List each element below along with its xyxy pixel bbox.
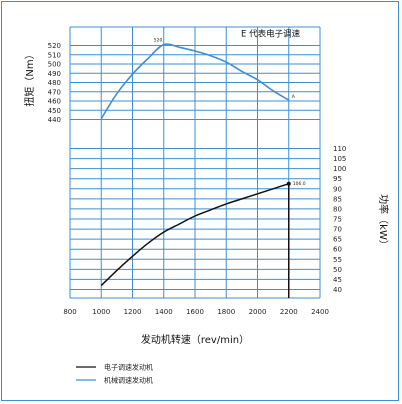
- power-tick-label: 70: [333, 226, 342, 234]
- power-tick-label: 85: [333, 195, 342, 203]
- power-end-label: 106.0: [293, 181, 306, 187]
- torque-tick-label: 500: [48, 61, 61, 69]
- torque-peak-label: 520: [154, 38, 163, 44]
- legend-label-electronic: 电子调速发动机: [104, 363, 153, 372]
- torque-tick-label: 470: [48, 88, 61, 96]
- power-axis-title: 功率（kW）: [377, 194, 390, 250]
- torque-curve-line: [100, 43, 290, 120]
- x-tick-label: 2400: [311, 308, 329, 316]
- torque-tick-label: 450: [48, 107, 61, 115]
- power-tick-label: 55: [333, 256, 342, 264]
- x-tick-label: 2000: [249, 308, 267, 316]
- power-curve-line: [100, 183, 290, 287]
- power-tick-label: 105: [333, 155, 346, 163]
- x-tick-label: 1400: [155, 308, 173, 316]
- power-tick-label: 100: [333, 165, 346, 173]
- power-tick-label: 110: [333, 145, 346, 153]
- power-tick-label: 80: [333, 205, 342, 213]
- power-tick-label: 40: [333, 286, 342, 294]
- x-tick-label: 1000: [92, 308, 110, 316]
- torque-tick-label: 520: [48, 42, 61, 50]
- torque-tick-label: 510: [48, 51, 61, 59]
- torque-tick-label: 440: [48, 116, 61, 124]
- x-tick-label: 1200: [124, 308, 142, 316]
- grid-vertical: [69, 27, 321, 298]
- power-axis-ticks: 40 45 50 55 60 65 70 75 80 85 90 95 100 105 110: [333, 145, 346, 294]
- torque-tick-label: 480: [48, 79, 61, 87]
- power-end-marker: [286, 181, 291, 186]
- power-tick-label: 90: [333, 185, 342, 193]
- chart-annotation: E 代表电子调速: [241, 29, 301, 40]
- legend-label-mechanical: 机械调速发动机: [104, 376, 153, 385]
- x-tick-label: 1800: [217, 308, 235, 316]
- torque-tick-label: 490: [48, 70, 61, 78]
- x-axis-ticks: 800 1000 1200 1400 1600 1800 2000 2200 2400: [63, 308, 329, 316]
- power-tick-label: 95: [333, 175, 342, 183]
- x-axis-title: 发动机转速（rev/min）: [141, 333, 249, 346]
- power-tick-label: 50: [333, 266, 342, 274]
- torque-tick-label: 460: [48, 98, 61, 106]
- torque-axis-title: 扭矩（Nm）: [23, 49, 36, 106]
- power-tick-label: 65: [333, 236, 342, 244]
- x-tick-label: 800: [63, 308, 76, 316]
- torque-end-label: A: [292, 94, 296, 100]
- x-tick-label: 1600: [186, 308, 204, 316]
- power-tick-label: 45: [333, 276, 342, 284]
- power-tick-label: 60: [333, 246, 342, 254]
- x-tick-label: 2200: [280, 308, 298, 316]
- power-tick-label: 75: [333, 216, 342, 224]
